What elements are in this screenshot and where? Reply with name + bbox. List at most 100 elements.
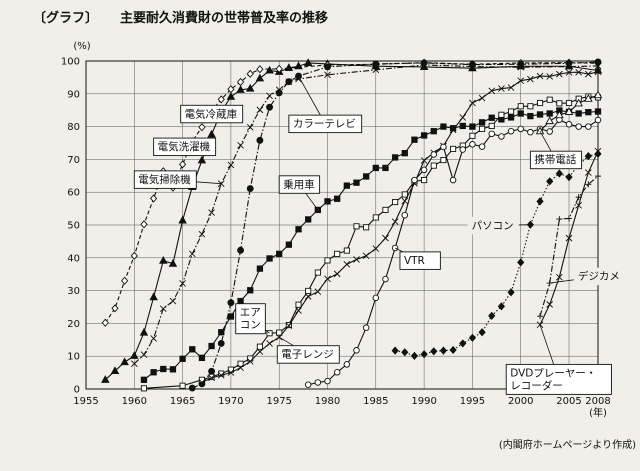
x-tick-label: 1955 (73, 396, 98, 407)
data-point (546, 301, 554, 308)
series-label: カラーテレビ (293, 118, 356, 130)
series-label: パソコン (472, 220, 514, 232)
data-point (488, 87, 496, 95)
data-point (372, 214, 379, 221)
data-point (594, 68, 602, 76)
data-point (101, 318, 109, 327)
data-point (276, 250, 283, 258)
data-point (594, 108, 602, 115)
data-point (537, 313, 544, 320)
data-point (208, 367, 216, 375)
series-label: DVDプレーヤー・ (510, 367, 596, 379)
data-point (285, 322, 293, 330)
y-tick-label: 20 (67, 319, 80, 330)
data-point (246, 69, 254, 78)
data-point (478, 328, 486, 337)
x-tick-label: 1975 (266, 396, 291, 407)
data-point (353, 179, 360, 186)
data-point (276, 329, 283, 336)
data-point (392, 198, 399, 206)
data-point (459, 146, 467, 153)
data-point (150, 194, 158, 203)
data-point (265, 65, 274, 74)
data-point (420, 157, 428, 164)
data-point (401, 197, 409, 205)
label-box (399, 251, 441, 270)
series-label: エア (240, 307, 261, 319)
data-point (295, 301, 302, 308)
series-label: 電気洗濯機 (158, 140, 211, 153)
data-point (575, 202, 582, 209)
series-label: 電気掃除機 (138, 173, 191, 186)
data-point (556, 216, 563, 223)
series-label: レコーダー (510, 379, 563, 392)
label-bg (467, 216, 519, 235)
data-point (517, 125, 524, 133)
data-point (449, 345, 457, 355)
data-point (256, 348, 264, 355)
x-tick-label: 1960 (122, 396, 147, 407)
data-point (334, 195, 341, 202)
label-bg (573, 267, 626, 286)
data-point (517, 258, 525, 267)
y-tick-label: 0 (74, 385, 80, 396)
header-tag: 〔グラフ〕 (33, 10, 98, 26)
data-point (564, 107, 574, 115)
series-7 (304, 116, 602, 388)
data-point (517, 60, 525, 68)
data-point (217, 95, 225, 104)
data-point (169, 297, 177, 305)
data-point (401, 211, 409, 219)
data-point (179, 355, 186, 362)
data-point (333, 270, 341, 278)
data-point (188, 384, 196, 392)
data-point (256, 106, 264, 114)
data-point (168, 258, 178, 267)
data-point (372, 66, 380, 74)
data-point (372, 164, 379, 172)
data-point (237, 246, 245, 254)
data-point (430, 151, 438, 158)
data-point (584, 93, 593, 102)
data-point (401, 150, 408, 157)
data-point (508, 108, 515, 115)
data-point (479, 125, 486, 132)
data-point (226, 92, 236, 100)
x-tick-label: 1985 (363, 396, 388, 407)
data-point (585, 123, 592, 130)
data-point (139, 327, 149, 336)
y-tick-label: 50 (67, 221, 80, 232)
data-point (198, 354, 206, 361)
data-point (566, 215, 573, 222)
data-point (343, 247, 350, 254)
data-point (130, 360, 138, 368)
data-point (218, 329, 225, 336)
data-point (343, 261, 351, 268)
data-point (236, 77, 245, 87)
series-0 (101, 58, 603, 383)
data-point (498, 133, 505, 140)
data-point (266, 340, 273, 347)
data-point (507, 114, 515, 121)
series-4 (140, 107, 602, 383)
annotation-6: パソコン (467, 216, 531, 235)
data-point (353, 256, 360, 263)
data-point (469, 132, 476, 139)
y-tick-label: 10 (67, 352, 80, 363)
x-tick-label: 1965 (170, 396, 195, 407)
data-point (527, 75, 534, 83)
series-1 (101, 58, 602, 327)
annotation-0: 電気冷蔵庫 (180, 104, 244, 124)
data-point (324, 71, 331, 79)
label-box (529, 150, 583, 170)
data-point (314, 288, 322, 295)
data-point (198, 230, 206, 238)
data-point (189, 346, 196, 353)
data-point (517, 110, 524, 117)
data-point (430, 128, 437, 135)
data-point (420, 132, 428, 139)
data-point (217, 339, 225, 347)
annotation-10: 電子レンジ (276, 336, 340, 364)
source-note: (内閣府ホームページより作成) (499, 438, 636, 451)
